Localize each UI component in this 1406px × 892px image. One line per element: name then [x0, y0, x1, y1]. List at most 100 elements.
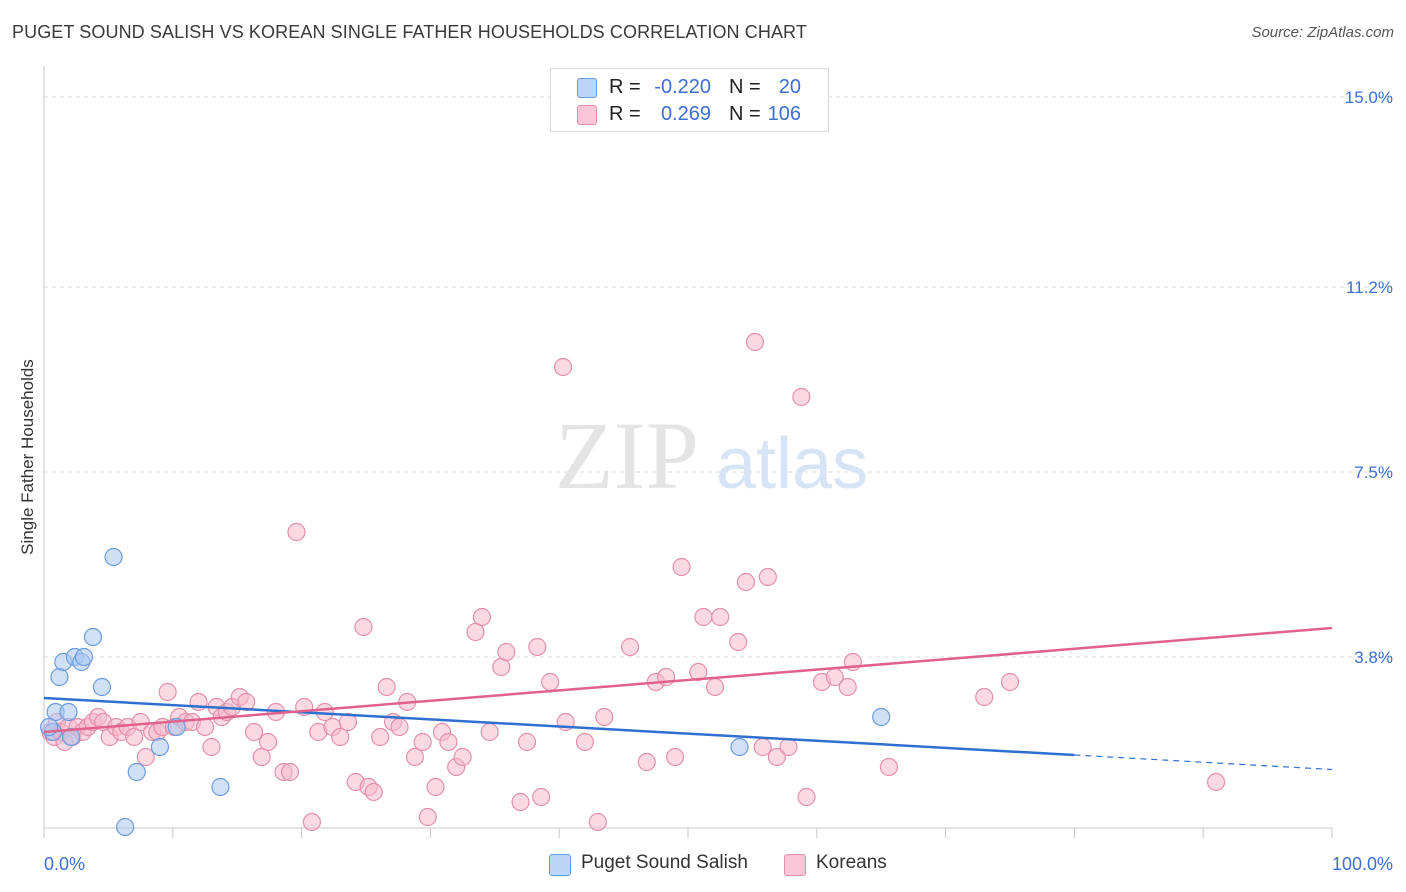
korean-point [672, 557, 691, 577]
korean-point [287, 522, 306, 542]
x-tick-label: 100.0% [1332, 854, 1393, 874]
korean-point [620, 637, 640, 657]
korean-point [472, 607, 492, 627]
korean-point [779, 737, 798, 757]
korean-point [753, 737, 772, 757]
trend-lines [43, 626, 1333, 771]
korean-point [364, 782, 383, 802]
y-tick-label: 3.8% [1354, 648, 1393, 667]
legend-r-value: -0.220 [654, 76, 711, 98]
puget-sound-salish-point [50, 667, 69, 687]
korean-point [202, 737, 221, 757]
stats-legend: R = -0.220 N = 20 R = 0.269 N = 106 [550, 68, 829, 132]
x-tick-labels: 0.0% 100.0% [43, 828, 1393, 874]
korean-point [390, 717, 409, 737]
korean-point [689, 662, 708, 682]
korean-point [377, 677, 396, 697]
legend-n-label: N = [729, 76, 761, 98]
korean-point [745, 332, 765, 352]
korean-point [517, 732, 537, 752]
korean-point [480, 722, 499, 742]
korean-point [136, 747, 155, 767]
korean-point [259, 732, 278, 752]
korean-point [666, 747, 685, 767]
korean-point [453, 747, 472, 767]
korean-point [975, 687, 994, 707]
puget-sound-salish-point [127, 762, 146, 782]
puget-sound-salish-point [40, 717, 59, 737]
korean-point [237, 692, 256, 712]
legend-label: Koreans [816, 852, 887, 873]
korean-point [532, 787, 551, 807]
puget-sound-salish-trendline [43, 696, 1075, 757]
watermark: ZIP atlas [555, 402, 868, 509]
korean-point [588, 812, 607, 832]
legend-swatch-pink [577, 105, 597, 125]
korean-point [694, 607, 713, 627]
korean-point [405, 747, 425, 767]
korean-point [280, 762, 300, 782]
korean-point [466, 622, 485, 642]
legend-row-koreans: R = 0.269 N = 106 [551, 101, 828, 127]
puget-sound-salish-point [61, 727, 81, 747]
x-tick-label: 0.0% [44, 854, 85, 874]
watermark-zip: ZIP [555, 402, 699, 509]
y-tick-label: 15.0% [1345, 88, 1393, 107]
legend-swatch-pink [784, 854, 806, 876]
legend-row-puget: R = -0.220 N = 20 [551, 74, 828, 100]
korean-point [711, 607, 730, 627]
korean-point [767, 747, 786, 767]
korean-point [426, 777, 445, 797]
y-tick-label: 7.5% [1354, 463, 1393, 482]
korean-point [541, 672, 560, 692]
y-tick-label: 11.2% [1346, 278, 1393, 297]
korean-point [1206, 772, 1226, 792]
korean-point [575, 732, 595, 752]
korean-point [413, 732, 432, 752]
puget-sound-salish-point [74, 647, 94, 667]
legend-label: Puget Sound Salish [581, 852, 748, 873]
legend-n-value: 20 [778, 76, 801, 98]
korean-point [439, 732, 458, 752]
legend-r-label: R = [609, 103, 641, 125]
y-tick-labels: 3.8% 7.5% 11.2% 15.0% [1345, 88, 1393, 667]
korean-point [553, 357, 573, 377]
puget-sound-salish-point [211, 777, 230, 797]
korean-point [354, 617, 373, 637]
korean-point [736, 572, 756, 592]
korean-point [497, 642, 516, 662]
grid-layer [44, 96, 1392, 658]
korean-point [838, 677, 857, 697]
korean-point [338, 712, 358, 732]
korean-point [705, 677, 725, 697]
korean-point [511, 792, 530, 812]
puget-sound-salish-point [104, 547, 123, 567]
korean-point [371, 727, 390, 747]
puget-sound-salish-trendline-extension [1074, 754, 1333, 771]
korean-point [125, 727, 144, 747]
korean-point [758, 567, 777, 587]
puget-sound-salish-point [83, 627, 103, 647]
koreans-trendline [43, 626, 1333, 734]
korean-point [792, 387, 811, 407]
korean-point [131, 712, 150, 732]
legend-swatch-blue [577, 78, 597, 98]
korean-point [595, 707, 614, 727]
legend-r-label: R = [609, 76, 641, 98]
puget-sound-salish-point [116, 817, 135, 837]
puget-sound-salish-point [59, 702, 78, 722]
legend-n-label: N = [729, 103, 761, 125]
korean-point [302, 812, 322, 832]
korean-point [729, 632, 748, 652]
y-axis-label: Single Father Households [18, 359, 37, 555]
korean-point [418, 807, 437, 827]
puget-sound-salish-points [40, 547, 891, 837]
legend-n-value: 106 [767, 103, 801, 125]
korean-point [637, 752, 656, 772]
korean-point [528, 637, 547, 657]
puget-sound-salish-point [872, 707, 891, 727]
korean-point [252, 747, 271, 767]
korean-point [195, 717, 215, 737]
series-legend: Puget Sound Salish Koreans [0, 852, 1406, 878]
